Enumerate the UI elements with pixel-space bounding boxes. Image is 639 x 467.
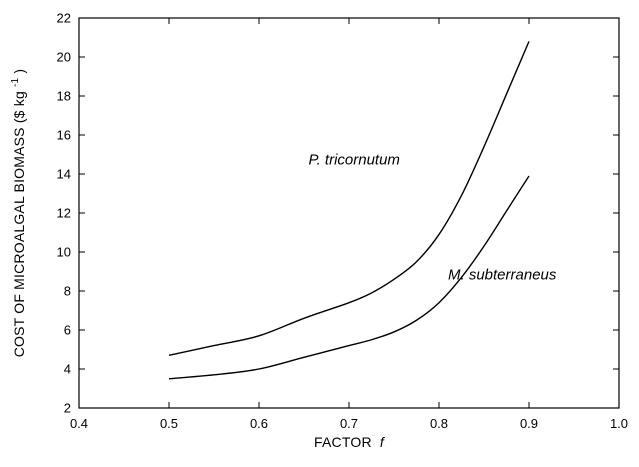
y-axis-title-superscript: -1 — [10, 77, 21, 87]
x-tick-label: 1.0 — [610, 416, 628, 431]
ticks-group: 0.4 0.5 0.6 0.7 0.8 0.9 1.0 2 4 6 8 10 12 14 16 18 20 22 — [57, 11, 629, 432]
series-line-p-tricornutum — [168, 41, 530, 357]
series-label: P. tricornutum — [309, 151, 400, 168]
y-tick-label: 10 — [57, 245, 71, 260]
x-tick-label: 0.6 — [250, 416, 268, 431]
series-line-m-subterraneus — [168, 175, 530, 380]
y-tick-label: 20 — [57, 50, 71, 65]
y-tick-label: 18 — [57, 89, 71, 104]
x-tick-label: 0.4 — [70, 416, 88, 431]
x-tick-label: 0.7 — [340, 416, 358, 431]
plot-frame — [78, 17, 620, 409]
y-tick-label: 12 — [57, 206, 71, 221]
series-group — [168, 41, 530, 380]
x-tick-label: 0.8 — [430, 416, 448, 431]
y-axis-title-close: ) — [11, 69, 27, 74]
y-tick-label: 22 — [57, 11, 71, 26]
x-axis-title: FACTOR f — [314, 434, 386, 450]
y-tick-label: 2 — [64, 401, 71, 416]
x-axis-title-symbol: f — [380, 434, 386, 450]
y-axis-title-text: COST OF MICROALGAL BIOMASS ($ kg — [11, 91, 27, 357]
y-tick-label: 14 — [57, 167, 71, 182]
axes-group — [78, 17, 620, 409]
series-label: M. subterraneus — [448, 266, 557, 283]
y-tick-label: 4 — [64, 362, 71, 377]
y-tick-label: 8 — [64, 284, 71, 299]
x-tick-label: 0.5 — [160, 416, 178, 431]
y-axis-title: COST OF MICROALGAL BIOMASS ($ kg -1 ) — [5, 69, 27, 358]
y-tick-label: 6 — [64, 323, 71, 338]
x-axis-title-text: FACTOR — [314, 434, 372, 450]
x-tick-label: 0.9 — [520, 416, 538, 431]
y-tick-label: 16 — [57, 128, 71, 143]
annotations-group: P. tricornutum M. subterraneus — [309, 151, 557, 283]
